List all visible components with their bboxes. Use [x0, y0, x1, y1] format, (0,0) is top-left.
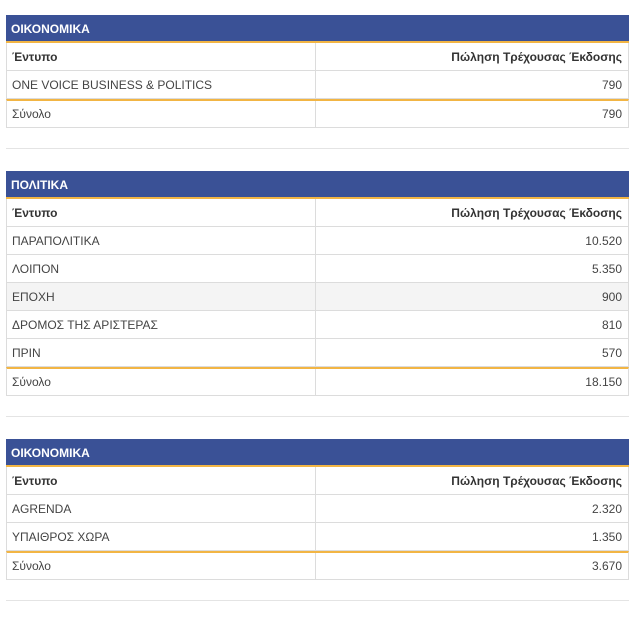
column-header-publication: Έντυπο	[7, 43, 316, 70]
section-divider	[6, 600, 629, 601]
table-row: ΠΑΡΑΠΟΛΙΤΙΚΑ 10.520	[6, 227, 629, 255]
table-total-row: Σύνολο 18.150	[6, 367, 629, 396]
publication-name: ONE VOICE BUSINESS & POLITICS	[7, 71, 316, 98]
sales-value: 810	[601, 317, 622, 332]
section-divider	[6, 148, 629, 149]
total-label: Σύνολο	[7, 369, 316, 395]
total-value: 18.150	[585, 375, 622, 389]
column-header-publication: Έντυπο	[7, 467, 316, 494]
publication-name: ΥΠΑΙΘΡΟΣ ΧΩΡΑ	[7, 523, 316, 550]
sales-table-politika: ΠΟΛΙΤΙΚΑ Έντυπο Πώληση Τρέχουσας Έκδοσης…	[6, 171, 629, 396]
table-row: ΕΠΟΧΗ 900	[6, 283, 629, 311]
table-total-row: Σύνολο 3.670	[6, 551, 629, 580]
table-header-row: Έντυπο Πώληση Τρέχουσας Έκδοσης	[6, 467, 629, 495]
sales-table-oikonomika-2: ΟΙΚΟΝΟΜΙΚΑ Έντυπο Πώληση Τρέχουσας Έκδοσ…	[6, 439, 629, 580]
table-title: ΟΙΚΟΝΟΜΙΚΑ	[6, 15, 629, 43]
sales-value: 900	[601, 289, 622, 304]
sales-value: 1.350	[591, 529, 622, 544]
publication-name: ΕΠΟΧΗ	[7, 283, 316, 310]
total-label: Σύνολο	[7, 101, 316, 127]
table-title: ΠΟΛΙΤΙΚΑ	[6, 171, 629, 199]
sales-tables: ΟΙΚΟΝΟΜΙΚΑ Έντυπο Πώληση Τρέχουσας Έκδοσ…	[6, 15, 629, 601]
column-header-sales: Πώληση Τρέχουσας Έκδοσης	[451, 205, 622, 220]
table-row: ΥΠΑΙΘΡΟΣ ΧΩΡΑ 1.350	[6, 523, 629, 551]
total-label: Σύνολο	[7, 553, 316, 579]
publication-name: ΠΡΙΝ	[7, 339, 316, 366]
column-header-sales: Πώληση Τρέχουσας Έκδοσης	[451, 473, 622, 488]
table-header-row: Έντυπο Πώληση Τρέχουσας Έκδοσης	[6, 199, 629, 227]
column-header-publication: Έντυπο	[7, 199, 316, 226]
table-row: ONE VOICE BUSINESS & POLITICS 790	[6, 71, 629, 99]
table-row: AGRENDA 2.320	[6, 495, 629, 523]
sales-value: 10.520	[585, 233, 622, 248]
publication-name: ΠΑΡΑΠΟΛΙΤΙΚΑ	[7, 227, 316, 254]
section-divider	[6, 416, 629, 417]
total-value: 790	[601, 107, 622, 121]
table-row: ΔΡΟΜΟΣ ΤΗΣ ΑΡΙΣΤΕΡΑΣ 810	[6, 311, 629, 339]
sales-value: 2.320	[591, 501, 622, 516]
publication-name: AGRENDA	[7, 495, 316, 522]
table-total-row: Σύνολο 790	[6, 99, 629, 128]
table-row: ΠΡΙΝ 570	[6, 339, 629, 367]
table-title: ΟΙΚΟΝΟΜΙΚΑ	[6, 439, 629, 467]
column-header-sales: Πώληση Τρέχουσας Έκδοσης	[451, 49, 622, 64]
sales-table-oikonomika-1: ΟΙΚΟΝΟΜΙΚΑ Έντυπο Πώληση Τρέχουσας Έκδοσ…	[6, 15, 629, 128]
table-header-row: Έντυπο Πώληση Τρέχουσας Έκδοσης	[6, 43, 629, 71]
sales-value: 570	[601, 345, 622, 360]
sales-value: 790	[601, 77, 622, 92]
publication-name: ΛΟΙΠΟΝ	[7, 255, 316, 282]
total-value: 3.670	[591, 559, 622, 573]
table-row: ΛΟΙΠΟΝ 5.350	[6, 255, 629, 283]
sales-value: 5.350	[591, 261, 622, 276]
publication-name: ΔΡΟΜΟΣ ΤΗΣ ΑΡΙΣΤΕΡΑΣ	[7, 311, 316, 338]
